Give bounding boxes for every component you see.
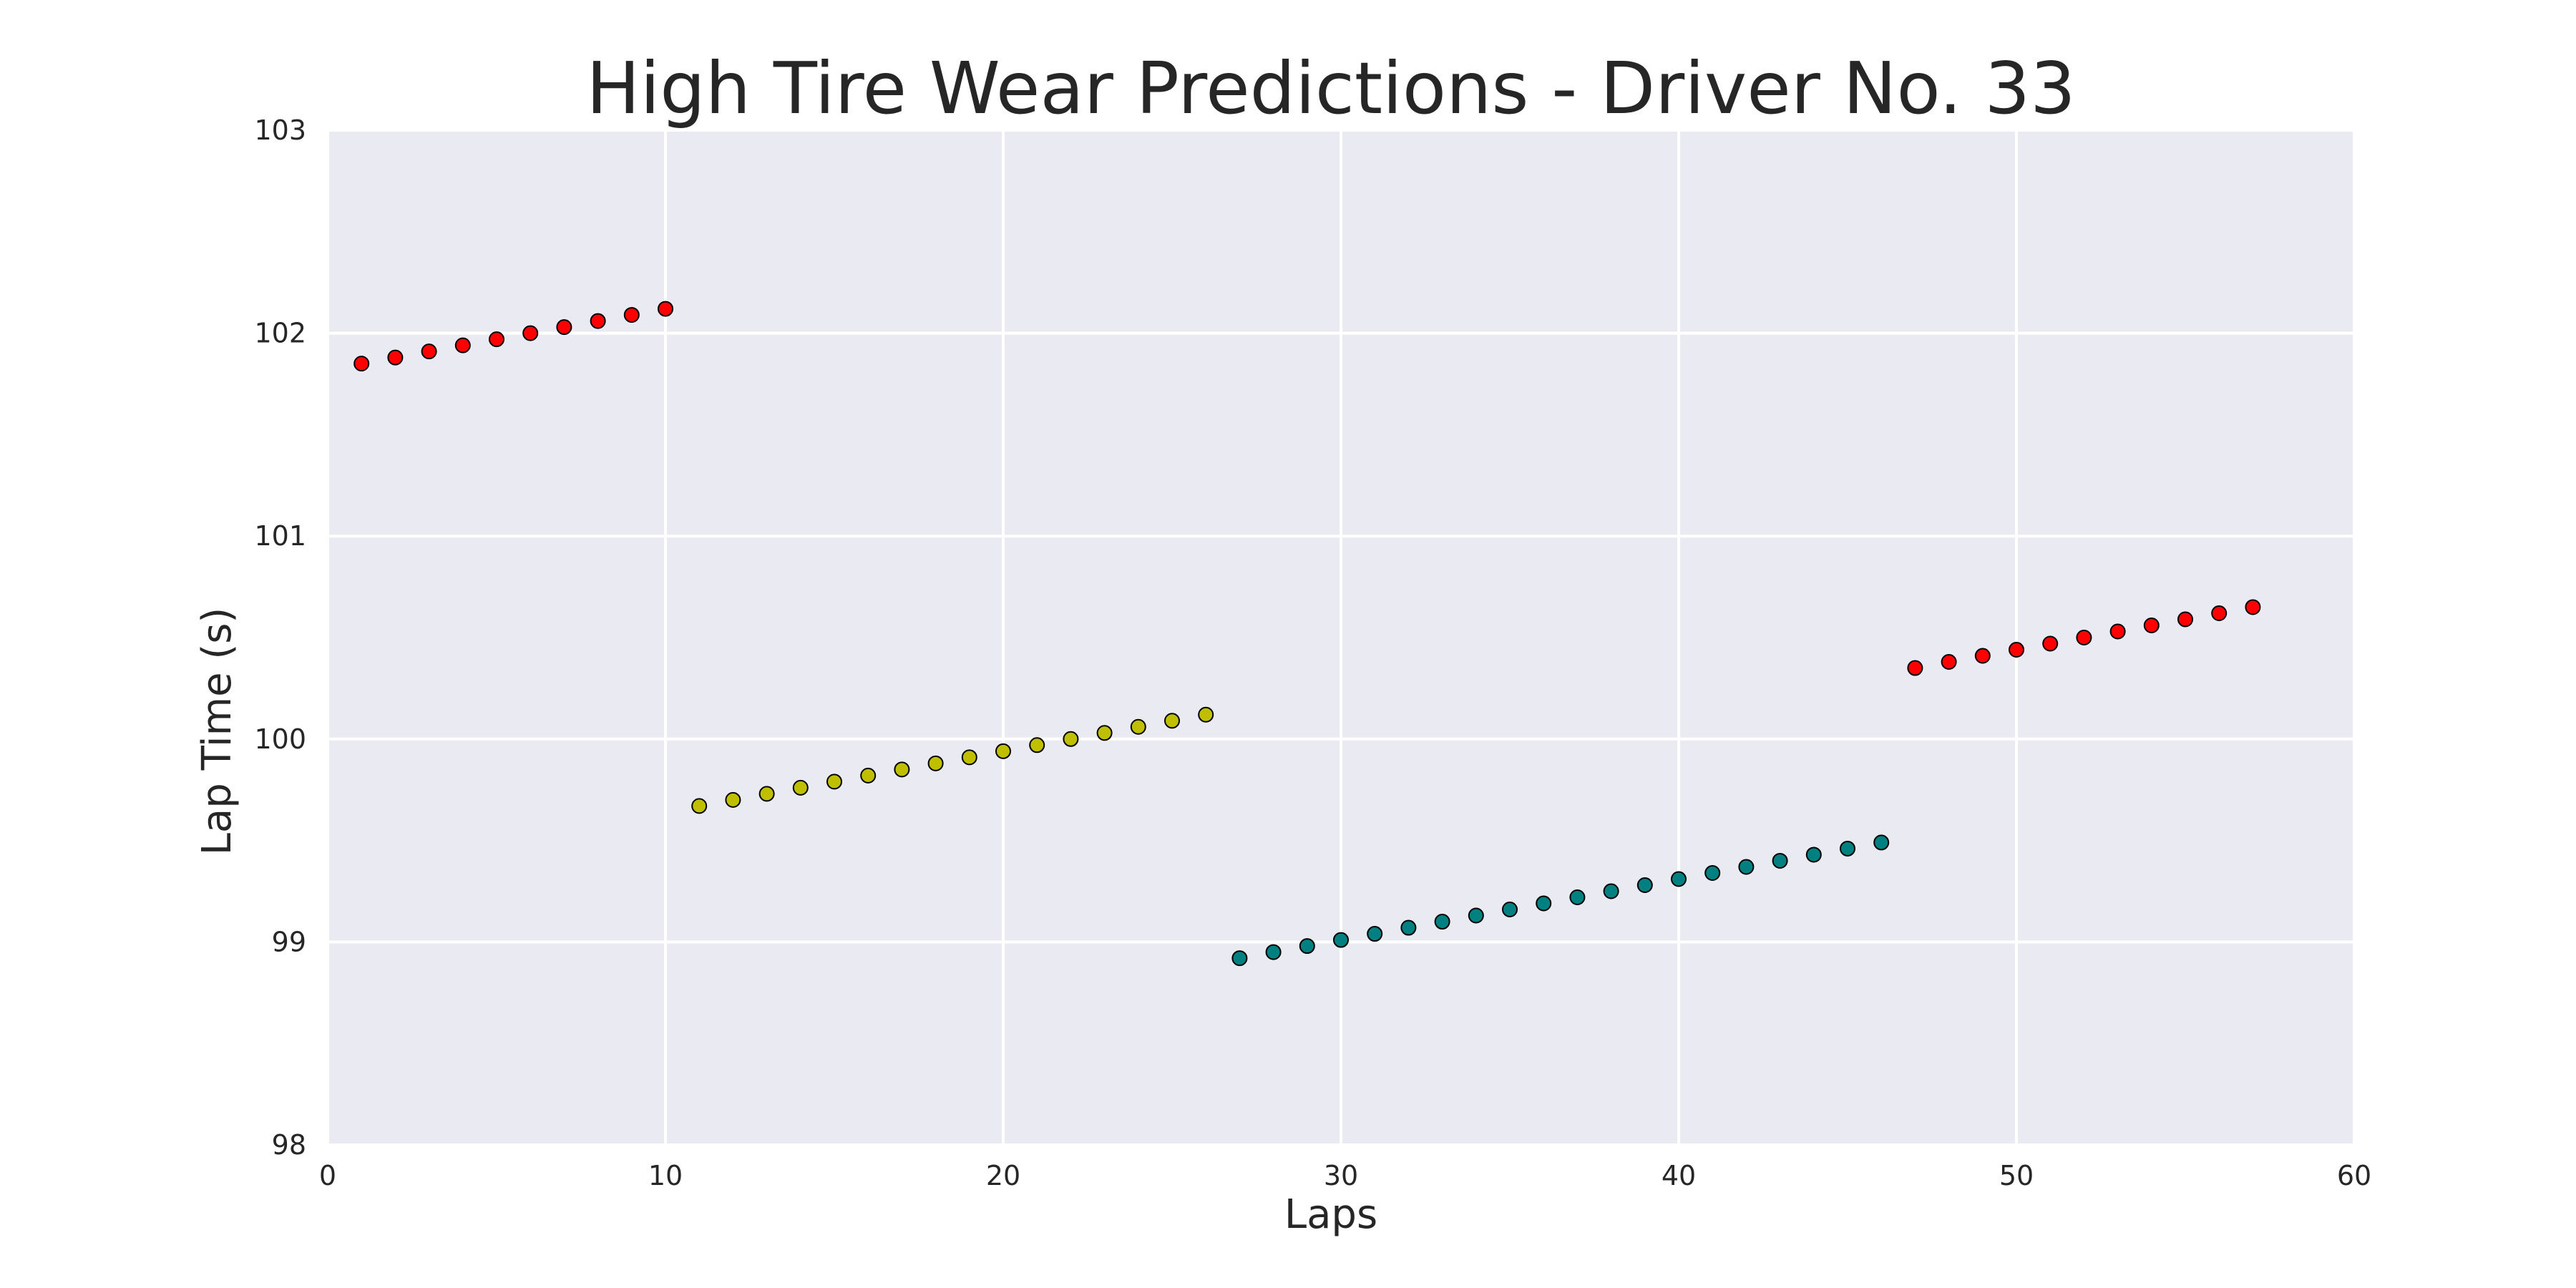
x-tick-label: 0 — [319, 1160, 336, 1191]
y-tick-label: 99 — [272, 926, 306, 957]
data-point — [2143, 617, 2160, 633]
data-point — [1367, 926, 1383, 942]
data-point — [725, 791, 741, 808]
data-point — [387, 349, 404, 366]
data-point — [758, 786, 775, 802]
data-point — [691, 798, 708, 814]
data-point — [1029, 737, 1045, 753]
data-point — [1434, 914, 1450, 930]
data-point — [1671, 871, 1687, 887]
data-point — [454, 337, 471, 353]
data-point — [894, 761, 910, 778]
data-point — [1907, 660, 1923, 676]
data-point — [1096, 725, 1113, 741]
data-point — [522, 325, 539, 341]
data-point — [1231, 950, 1248, 967]
data-point — [1468, 907, 1484, 924]
y-tick-label: 102 — [254, 318, 306, 349]
data-point — [1840, 840, 1855, 857]
y-tick-label: 101 — [254, 520, 306, 552]
data-point — [353, 356, 370, 372]
data-point — [1738, 859, 1755, 875]
data-point — [1805, 847, 1822, 863]
data-point — [2211, 605, 2228, 621]
y-tick-label: 100 — [254, 723, 306, 755]
data-point — [2042, 635, 2059, 652]
data-point — [1063, 731, 1079, 747]
data-point — [658, 301, 673, 317]
data-points — [353, 301, 2261, 967]
data-point — [2009, 642, 2024, 658]
y-tick-label: 98 — [272, 1129, 306, 1161]
grid-lines — [326, 129, 2356, 1146]
x-axis-label: Laps — [1284, 1191, 1377, 1238]
x-tick-labels: 0 10 20 30 40 50 60 — [319, 1160, 2371, 1191]
data-point — [556, 319, 572, 336]
data-point — [1164, 713, 1180, 729]
x-tick-label: 60 — [2337, 1160, 2371, 1191]
data-point — [1636, 877, 1653, 893]
y-tick-label: 103 — [254, 114, 306, 146]
x-tick-label: 20 — [986, 1160, 1020, 1191]
data-point — [1603, 883, 1619, 899]
data-point — [489, 331, 504, 348]
data-point — [1536, 895, 1552, 912]
data-point — [860, 767, 877, 784]
data-point — [1130, 718, 1146, 735]
data-point — [1299, 938, 1315, 955]
data-point — [2177, 611, 2193, 628]
series-4 — [1907, 599, 2261, 676]
x-tick-label: 30 — [1324, 1160, 1358, 1191]
data-point — [1569, 889, 1586, 906]
data-point — [1400, 919, 1417, 936]
data-point — [792, 779, 809, 796]
data-point — [2076, 630, 2092, 645]
data-point — [961, 749, 977, 766]
chart-title: High Tire Wear Predictions - Driver No. … — [586, 47, 2075, 130]
data-point — [1265, 944, 1282, 960]
data-point — [2245, 599, 2261, 615]
data-point — [2109, 623, 2126, 640]
data-point — [1974, 648, 1991, 664]
data-point — [623, 307, 640, 323]
data-point — [1772, 852, 1788, 869]
y-tick-labels: 98 99 100 101 102 103 — [254, 114, 306, 1161]
data-point — [421, 343, 437, 360]
data-point — [1198, 706, 1214, 723]
series-2 — [691, 706, 1214, 814]
x-tick-label: 10 — [648, 1160, 683, 1191]
data-point — [927, 755, 944, 771]
y-axis-label: Lap Time (s) — [194, 608, 240, 856]
x-tick-label: 40 — [1662, 1160, 1696, 1191]
data-point — [1704, 864, 1721, 881]
series-1 — [353, 301, 673, 372]
data-point — [1502, 902, 1518, 918]
data-point — [590, 313, 606, 329]
data-point — [1873, 834, 1890, 851]
data-point — [1333, 932, 1349, 948]
series-3 — [1231, 834, 1890, 967]
data-point — [826, 774, 842, 790]
x-tick-label: 50 — [1999, 1160, 2034, 1191]
data-point — [1941, 654, 1957, 670]
data-point — [995, 743, 1011, 759]
